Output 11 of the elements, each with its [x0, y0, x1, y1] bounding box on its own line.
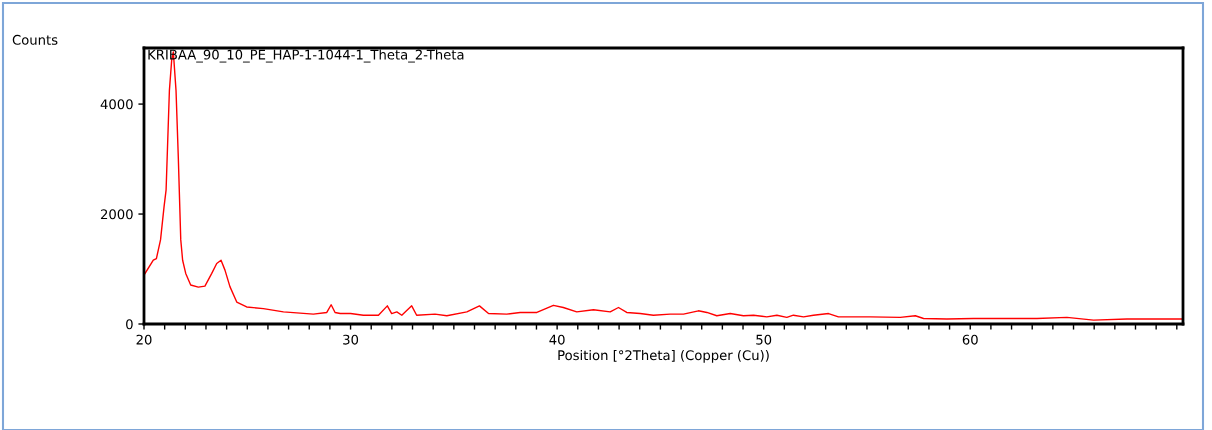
x-tick-label: 20	[136, 334, 152, 345]
x-axis-title: Position [°2Theta] (Copper (Cu))	[558, 349, 769, 363]
x-tick-label: 40	[549, 334, 565, 345]
x-tick-label: 30	[343, 334, 359, 345]
y-tick-label: 4000	[100, 99, 133, 110]
x-tick-label: 50	[756, 334, 772, 345]
y-axis-title: Counts	[12, 34, 58, 45]
line-series	[144, 51, 1183, 321]
x-tick-label: 60	[962, 334, 978, 345]
y-tick-label: 0	[126, 319, 133, 330]
y-tick-label: 2000	[100, 209, 133, 220]
